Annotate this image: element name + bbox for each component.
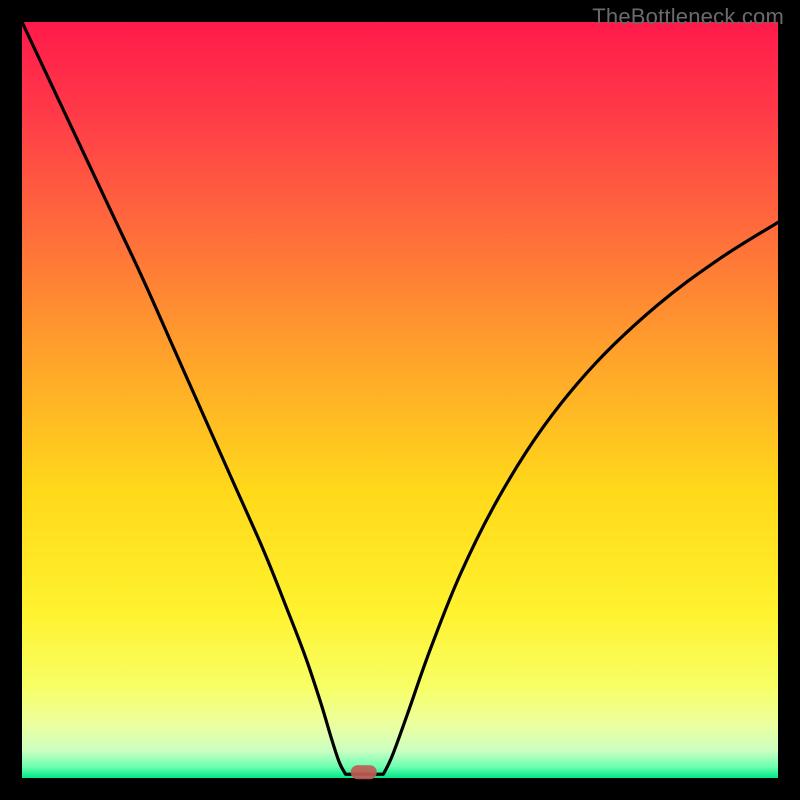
- plot-area: [22, 22, 778, 778]
- optimal-point-marker: [350, 765, 376, 779]
- chart-container: TheBottleneck.com: [0, 0, 800, 800]
- curve-path: [22, 22, 778, 774]
- watermark-text: TheBottleneck.com: [592, 4, 784, 30]
- bottleneck-curve: [22, 22, 778, 778]
